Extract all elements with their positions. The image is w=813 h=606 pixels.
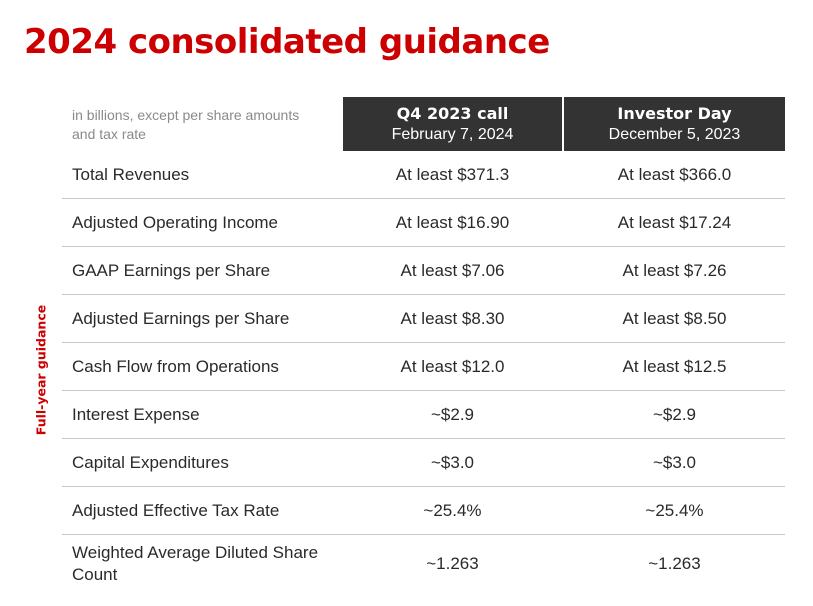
units-note: in billions, except per share amounts an…: [72, 107, 300, 142]
row-label: Capital Expenditures: [72, 452, 229, 472]
column-header-investor-day: Investor Day December 5, 2023: [564, 97, 785, 151]
table-row: Cash Flow from Operations At least $12.0…: [62, 343, 785, 391]
investor-day-value: At least $366.0: [617, 164, 732, 184]
investor-day-value: ~1.263: [648, 554, 701, 573]
row-label: Adjusted Earnings per Share: [72, 308, 290, 328]
column-header-q4-call: Q4 2023 call February 7, 2024: [343, 97, 562, 151]
investor-day-value: ~25.4%: [645, 500, 704, 520]
investor-day-value: At least $12.5: [622, 356, 727, 376]
column-header-title: Investor Day: [617, 104, 732, 123]
row-label: Adjusted Effective Tax Rate: [72, 500, 280, 520]
q4-call-value: At least $16.90: [395, 212, 510, 232]
investor-day-value: ~$2.9: [652, 404, 696, 424]
investor-day-value: At least $7.26: [622, 260, 727, 280]
row-label: Cash Flow from Operations: [72, 356, 279, 376]
table-row: Weighted Average Diluted Share Count ~1.…: [62, 535, 785, 593]
side-label: Full-year guidance: [33, 304, 49, 436]
table-row: Interest Expense ~$2.9 ~$2.9: [62, 391, 785, 439]
investor-day-value: ~$3.0: [652, 452, 696, 472]
q4-call-value: At least $8.30: [400, 308, 505, 328]
row-label: Weighted Average Diluted Share Count: [72, 543, 319, 584]
q4-call-value: ~1.263: [426, 554, 479, 573]
column-header-title: Q4 2023 call: [396, 104, 509, 123]
row-label: Interest Expense: [72, 404, 200, 424]
q4-call-value: ~$3.0: [430, 452, 474, 472]
guidance-table: Total Revenues At least $371.3 At least …: [62, 151, 785, 593]
table-row: Total Revenues At least $371.3 At least …: [62, 151, 785, 199]
table-row: Adjusted Effective Tax Rate ~25.4% ~25.4…: [62, 487, 785, 535]
table-row: Adjusted Earnings per Share At least $8.…: [62, 295, 785, 343]
investor-day-value: At least $8.50: [622, 308, 727, 328]
row-label: GAAP Earnings per Share: [72, 260, 271, 280]
row-label: Total Revenues: [72, 164, 190, 184]
page-title: 2024 consolidated guidance: [24, 22, 550, 62]
q4-call-value: At least $12.0: [400, 356, 505, 376]
column-header-date: December 5, 2023: [608, 126, 741, 143]
investor-day-value: At least $17.24: [617, 212, 732, 232]
table-row: GAAP Earnings per Share At least $7.06 A…: [62, 247, 785, 295]
table-row: Adjusted Operating Income At least $16.9…: [62, 199, 785, 247]
q4-call-value: At least $371.3: [395, 164, 510, 184]
q4-call-value: ~25.4%: [423, 500, 482, 520]
column-header-date: February 7, 2024: [391, 126, 514, 143]
row-label: Adjusted Operating Income: [72, 212, 279, 232]
q4-call-value: ~$2.9: [430, 404, 474, 424]
q4-call-value: At least $7.06: [400, 260, 505, 280]
table-row: Capital Expenditures ~$3.0 ~$3.0: [62, 439, 785, 487]
